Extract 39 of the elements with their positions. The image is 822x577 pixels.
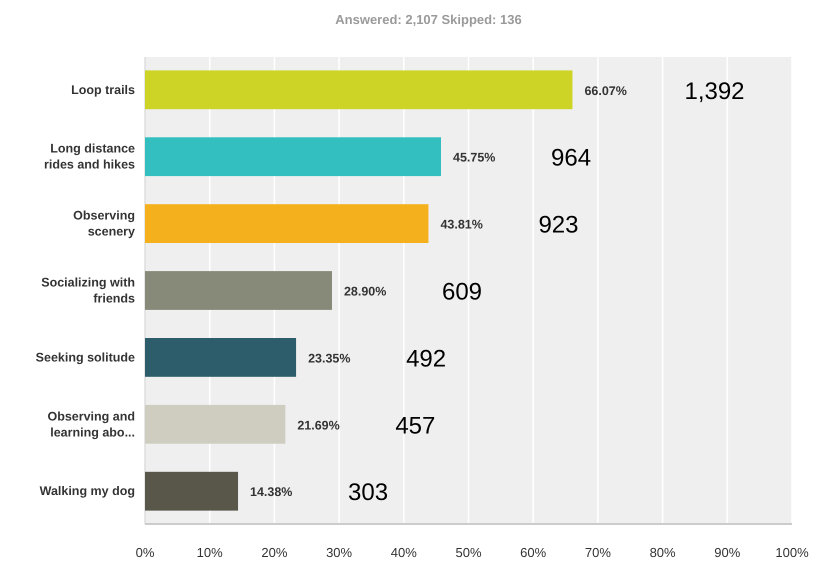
x-tick-label: 100% [775, 545, 810, 560]
data-label: 23.35% [308, 351, 350, 366]
x-tick-label: 0% [136, 545, 155, 560]
x-tick-label: 40% [390, 545, 418, 560]
x-tick-label: 70% [584, 545, 612, 560]
bar [145, 204, 428, 243]
x-tick-label: 50% [455, 545, 482, 560]
bar [145, 70, 572, 110]
annotation: 923 [538, 212, 578, 239]
y-tick-label: Walking my dog [40, 484, 135, 498]
y-tick-label: Loop trails [71, 82, 136, 97]
bar [145, 137, 442, 176]
y-tick-label: Seeking solitude [36, 350, 136, 364]
x-tick-label: 20% [261, 545, 288, 560]
y-tick-label: Long distance rides and hikes [44, 142, 136, 172]
y-tick-label: Observing and learning abo... [47, 409, 135, 440]
x-tick-label: 30% [326, 545, 353, 560]
chart-title: Answered: 2,107 Skipped: 136 [335, 12, 522, 27]
x-tick-label: 60% [520, 545, 547, 560]
annotation: 1,392 [684, 78, 745, 105]
y-tick-label: Observing scenery [73, 208, 136, 239]
bar [145, 338, 296, 377]
data-label: 45.75% [453, 150, 496, 165]
data-label: 43.81% [440, 218, 483, 232]
bar [145, 271, 332, 310]
annotation: 303 [348, 479, 388, 506]
annotation: 457 [395, 412, 436, 440]
data-label: 66.07% [584, 84, 627, 98]
data-label: 14.38% [250, 485, 292, 500]
data-label: 28.90% [344, 284, 386, 298]
data-label: 21.69% [297, 418, 340, 432]
y-tick-label: Socializing with friends [41, 276, 136, 306]
annotation: 492 [406, 345, 446, 372]
x-tick-label: 80% [650, 545, 676, 560]
annotation: 964 [551, 144, 592, 172]
x-tick-label: 10% [196, 545, 224, 560]
annotation: 609 [442, 278, 482, 306]
x-tick-label: 90% [714, 545, 741, 560]
bar [145, 472, 238, 511]
